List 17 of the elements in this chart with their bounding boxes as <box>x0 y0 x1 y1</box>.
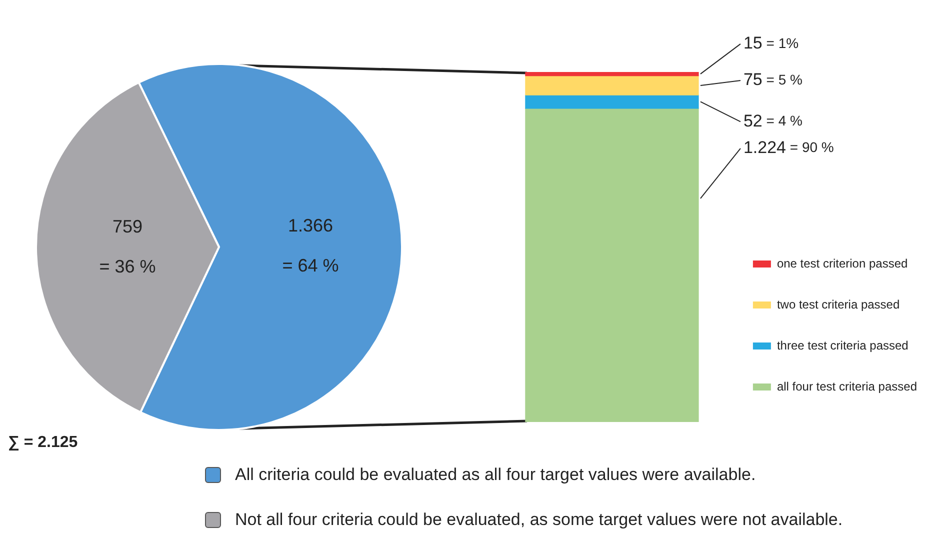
data-label: 1.224 = 90 % <box>743 138 834 158</box>
text: ∑ = 2.125 <box>8 434 78 452</box>
legend-label: all four test criteria passed <box>776 379 917 394</box>
legend-label: All criteria could be evaluated as all four target values were available. <box>235 465 756 485</box>
legend-label: two test criteria passed <box>776 297 900 312</box>
bar <box>525 94 699 109</box>
bar <box>525 76 699 96</box>
bar <box>525 108 699 422</box>
legend-label: one test criterion passed <box>776 256 908 270</box>
legend-label: Not all four criteria could be evaluated, as some target values were not available. <box>235 510 843 530</box>
data-label: 1.366 = 64 % <box>282 216 339 276</box>
bar <box>525 72 699 76</box>
data-label: 759 = 36 % <box>99 216 156 276</box>
data-label: 75 = 5 % <box>743 70 802 90</box>
data-label: 52 = 4 % <box>743 111 802 130</box>
data-label: 15 = 1% <box>743 34 799 53</box>
legend-label: three test criteria passed <box>776 338 908 352</box>
